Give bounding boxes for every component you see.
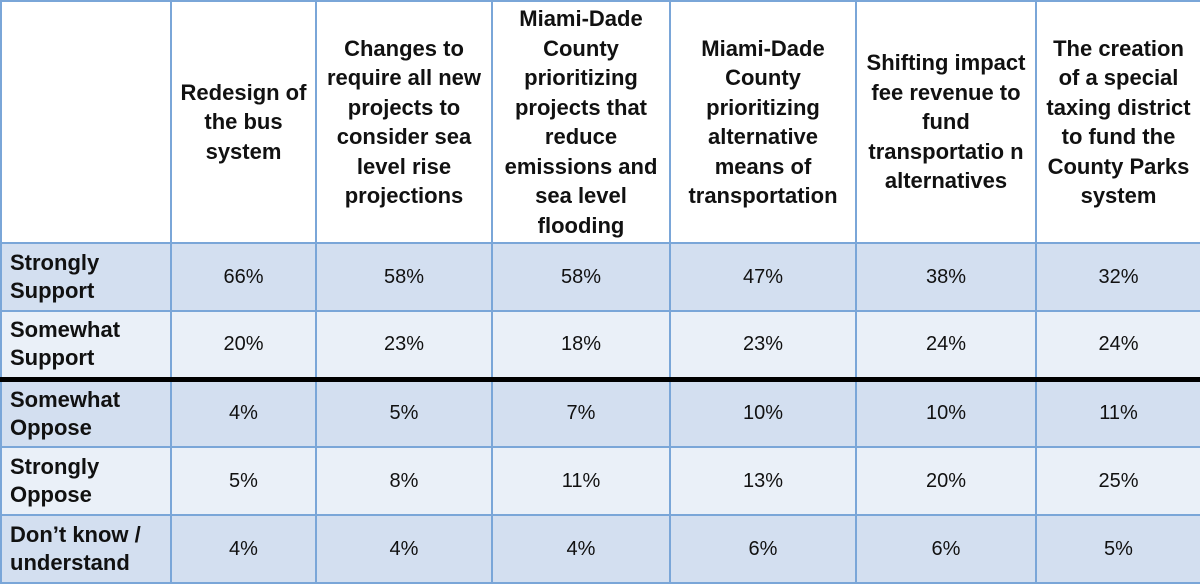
row-label: Strongly Support	[0, 242, 172, 312]
table-cell: 4%	[170, 376, 317, 448]
header-sea-level-projections: Changes to require all new projects to c…	[315, 0, 493, 244]
header-alternative-transportation: Miami-Dade County prioritizing alternati…	[669, 0, 857, 244]
table-cell: 4%	[315, 514, 493, 584]
table-cell: 7%	[491, 376, 671, 448]
table-cell: 18%	[491, 310, 671, 380]
table-cell: 5%	[1035, 514, 1200, 584]
table-cell: 24%	[1035, 310, 1200, 380]
row-label: Don’t know / understand	[0, 514, 172, 584]
row-label: Somewhat Oppose	[0, 376, 172, 448]
header-parks-taxing-district: The creation of a special taxing distric…	[1035, 0, 1200, 244]
header-bus-redesign: Redesign of the bus system	[170, 0, 317, 244]
table-cell: 32%	[1035, 242, 1200, 312]
table-row-somewhat-oppose: Somewhat Oppose 4% 5% 7% 10% 10% 11%	[0, 376, 1200, 448]
table-cell: 13%	[669, 446, 857, 516]
table-cell: 20%	[170, 310, 317, 380]
table-cell: 4%	[170, 514, 317, 584]
header-corner-cell	[0, 0, 172, 244]
header-impact-fee-revenue: Shifting impact fee revenue to fund tran…	[855, 0, 1037, 244]
table-row-strongly-oppose: Strongly Oppose 5% 8% 11% 13% 20% 25%	[0, 446, 1200, 516]
table-cell: 38%	[855, 242, 1037, 312]
table-cell: 24%	[855, 310, 1037, 380]
row-label: Somewhat Support	[0, 310, 172, 380]
table-row-strongly-support: Strongly Support 66% 58% 58% 47% 38% 32%	[0, 242, 1200, 312]
table-row-somewhat-support: Somewhat Support 20% 23% 18% 23% 24% 24%	[0, 310, 1200, 380]
table-cell: 5%	[170, 446, 317, 516]
table-cell: 23%	[669, 310, 857, 380]
table-cell: 58%	[491, 242, 671, 312]
table-cell: 11%	[491, 446, 671, 516]
table-body: Strongly Support 66% 58% 58% 47% 38% 32%…	[0, 242, 1200, 584]
table-row-dont-know: Don’t know / understand 4% 4% 4% 6% 6% 5…	[0, 514, 1200, 584]
table-cell: 58%	[315, 242, 493, 312]
table-cell: 6%	[669, 514, 857, 584]
table-cell: 47%	[669, 242, 857, 312]
table-header: Redesign of the bus system Changes to re…	[0, 0, 1200, 244]
header-row: Redesign of the bus system Changes to re…	[0, 0, 1200, 244]
table-cell: 66%	[170, 242, 317, 312]
table-cell: 6%	[855, 514, 1037, 584]
table-cell: 8%	[315, 446, 493, 516]
header-reduce-emissions-flooding: Miami-Dade County prioritizing projects …	[491, 0, 671, 244]
table-cell: 11%	[1035, 376, 1200, 448]
table-cell: 4%	[491, 514, 671, 584]
table-cell: 10%	[669, 376, 857, 448]
table-cell: 25%	[1035, 446, 1200, 516]
table-cell: 23%	[315, 310, 493, 380]
row-label: Strongly Oppose	[0, 446, 172, 516]
table-cell: 5%	[315, 376, 493, 448]
table-cell: 20%	[855, 446, 1037, 516]
table-cell: 10%	[855, 376, 1037, 448]
